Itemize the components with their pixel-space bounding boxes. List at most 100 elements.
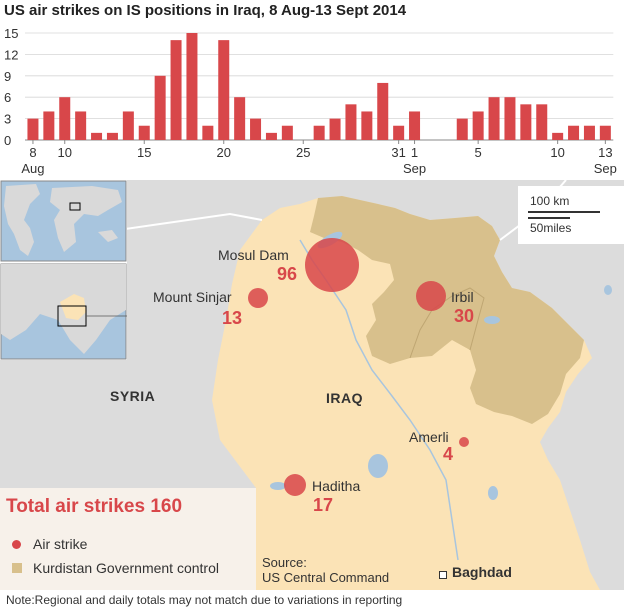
source-text: US Central Command <box>262 570 390 585</box>
lake-small <box>604 285 612 295</box>
locator-inset <box>0 180 127 360</box>
scale-miles: 50miles <box>530 221 572 235</box>
y-tick-label: 3 <box>4 112 11 127</box>
chart-bars <box>27 33 611 140</box>
scale-km: 100 km <box>530 194 570 208</box>
x-tick-month-label: Aug <box>21 161 44 176</box>
kurdistan-region <box>310 196 584 424</box>
bar-16-aug <box>154 75 166 140</box>
world-landmass <box>50 186 122 252</box>
strike-count-mosul-dam: 96 <box>277 264 298 284</box>
kurdistan-boundary <box>409 287 485 359</box>
legend-item-air-strike: Air strike <box>12 536 87 552</box>
strike-irbil <box>416 281 446 311</box>
bar-22-aug <box>250 118 262 140</box>
y-tick-label: 12 <box>4 47 18 62</box>
bar-9-sep <box>536 104 548 140</box>
legend-item-kurdistan: Kurdistan Government control <box>12 560 219 576</box>
bar-23-aug <box>265 132 277 140</box>
chart-y-axis: 0 3 6 9 12 15 <box>4 26 18 148</box>
bar-13-sep <box>599 125 611 140</box>
scale-line-miles <box>528 217 570 219</box>
air-strike-dot-icon <box>12 539 21 549</box>
x-tick-month-label: Sep <box>403 161 426 176</box>
country-label-iraq: IRAQ <box>326 390 363 406</box>
bar-1-sep <box>409 111 421 140</box>
x-tick-label: 31 <box>391 145 405 160</box>
bar-30-aug <box>377 82 389 140</box>
bar-27-aug <box>329 118 341 140</box>
x-tick-label: 13 <box>598 145 612 160</box>
y-tick-label: 9 <box>4 69 11 84</box>
strike-amerli <box>459 437 469 447</box>
bar-11-sep <box>568 125 580 140</box>
world-landmass <box>4 184 40 256</box>
legend-label: Air strike <box>33 536 88 552</box>
strike-count-amerli: 4 <box>443 444 454 464</box>
bar-10-aug <box>59 97 71 140</box>
legend-label: Kurdistan Government control <box>33 560 219 576</box>
x-tick-label: 1 <box>411 145 418 160</box>
strike-count-irbil: 30 <box>454 306 475 326</box>
bar-21-aug <box>234 97 246 140</box>
x-tick-label: 5 <box>475 145 482 160</box>
world-landmass <box>98 230 118 242</box>
strike-haditha <box>284 474 306 496</box>
x-tick-label: 25 <box>296 145 310 160</box>
bar-11-aug <box>75 111 87 140</box>
bar-17-aug <box>170 40 182 140</box>
bar-12-sep <box>583 125 595 140</box>
bar-6-sep <box>488 97 500 140</box>
map: 100 km 50miles SYRIA IRAQ Mosul Dam 96 M… <box>0 180 624 590</box>
bar-29-aug <box>361 111 373 140</box>
strike-mount-sinjar <box>248 288 268 308</box>
kurdistan-swatch-icon <box>12 563 22 574</box>
bar-15-aug <box>138 125 150 140</box>
bar-7-sep <box>504 97 516 140</box>
chart-title: US air strikes on IS positions in Iraq, … <box>4 2 407 19</box>
x-tick-label: 10 <box>550 145 564 160</box>
bar-4-sep <box>456 118 468 140</box>
place-label-irbil: Irbil <box>451 289 474 305</box>
bar-19-aug <box>202 125 214 140</box>
scale-bar: 100 km 50miles <box>518 186 624 244</box>
legend: Total air strikes 160 Air strike Kurdist… <box>0 488 256 590</box>
strike-count-haditha: 17 <box>313 495 334 515</box>
strike-count-mount-sinjar: 13 <box>222 308 243 328</box>
strike-mosul-dam <box>305 238 359 292</box>
capital-label: Baghdad <box>452 564 512 580</box>
lake-haditha <box>270 482 286 490</box>
bar-26-aug <box>313 125 325 140</box>
bar-20-aug <box>218 40 230 140</box>
bar-5-sep <box>472 111 484 140</box>
capital-marker <box>439 571 447 579</box>
bar-28-aug <box>345 104 357 140</box>
footnote: Note:Regional and daily totals may not m… <box>0 590 624 610</box>
x-tick-label: 20 <box>217 145 231 160</box>
bar-24-aug <box>281 125 293 140</box>
bar-8-sep <box>520 104 532 140</box>
y-tick-label: 0 <box>4 133 11 148</box>
x-tick-label: 15 <box>137 145 151 160</box>
source-label: Source: <box>262 555 307 570</box>
map-svg <box>19 180 612 590</box>
world-locator-box <box>69 202 81 211</box>
scale-line-km <box>528 211 600 213</box>
y-tick-label: 15 <box>4 26 18 41</box>
bar-18-aug <box>186 33 198 140</box>
bar-9-aug <box>43 111 55 140</box>
region-iraq <box>60 294 86 320</box>
lake-dukan <box>484 316 500 324</box>
bar-31-aug <box>393 125 405 140</box>
x-tick-label: 10 <box>58 145 72 160</box>
legend-title: Total air strikes 160 <box>6 496 183 517</box>
bar-10-sep <box>552 132 564 140</box>
place-label-mount-sinjar: Mount Sinjar <box>153 289 232 305</box>
country-label-syria: SYRIA <box>110 388 156 404</box>
bar-12-aug <box>91 132 103 140</box>
lake-habbaniyah <box>488 486 498 500</box>
x-tick-month-label: Sep <box>594 161 617 176</box>
place-label-amerli: Amerli <box>409 429 449 445</box>
